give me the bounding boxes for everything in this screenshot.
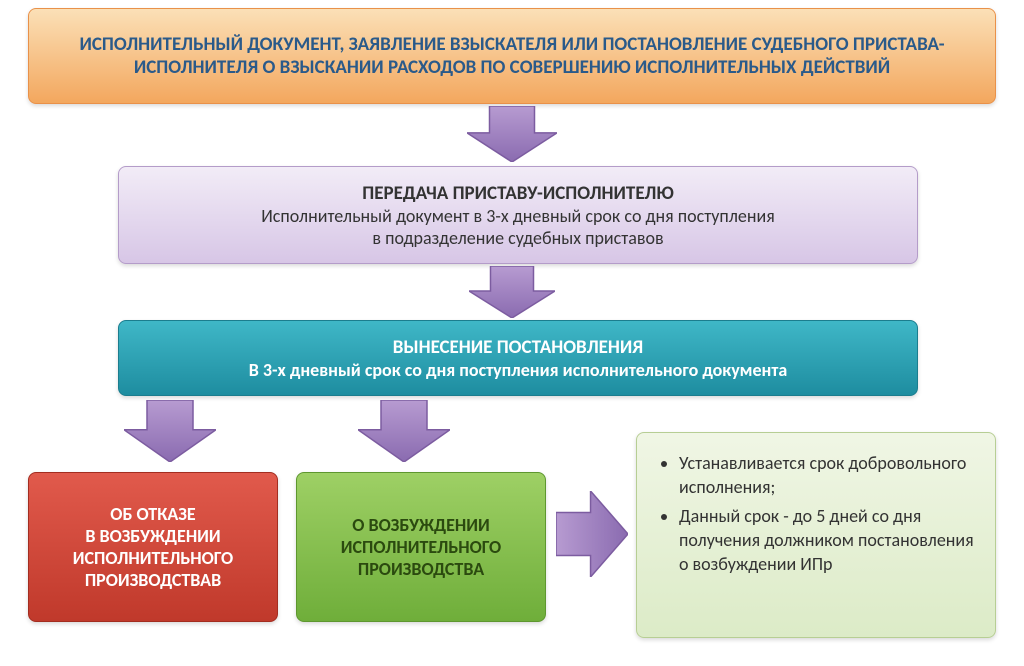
node-transfer: ПЕРЕДАЧА ПРИСТАВУ-ИСПОЛНИТЕЛЮ Исполнител… bbox=[118, 166, 918, 264]
arrow-right-icon bbox=[556, 491, 628, 577]
node-refuse-l1: ОБ ОТКАЗЕ bbox=[47, 503, 259, 525]
node-initiate-l1: О ВОЗБУЖДЕНИИ bbox=[315, 514, 527, 536]
details-bullet1: Устанавливается срок добровольного испол… bbox=[679, 451, 977, 500]
node-transfer-title: ПЕРЕДАЧА ПРИСТАВУ-ИСПОЛНИТЕЛЮ bbox=[137, 182, 899, 205]
node-transfer-line1: Исполнительный документ в 3-х дневный ср… bbox=[137, 205, 899, 227]
arrow-down-icon bbox=[469, 266, 555, 318]
details-list: Устанавливается срок добровольного испол… bbox=[655, 451, 977, 580]
arrow-down-icon bbox=[124, 400, 216, 462]
node-refuse: ОБ ОТКАЗЕ В ВОЗБУЖДЕНИИ ИСПОЛНИТЕЛЬНОГО … bbox=[28, 472, 278, 622]
node-initiate-l3: ПРОИЗВОДСТВА bbox=[315, 558, 527, 580]
node-refuse-l2: В ВОЗБУЖДЕНИИ bbox=[47, 525, 259, 547]
node-decree: ВЫНЕСЕНИЕ ПОСТАНОВЛЕНИЯ В 3-х дневный ср… bbox=[118, 320, 918, 396]
node-refuse-l4: ПРОИЗВОДСТВАВ bbox=[47, 569, 259, 591]
node-decree-line1: В 3-х дневный срок со дня поступления ис… bbox=[137, 359, 899, 381]
node-top: ИСПОЛНИТЕЛЬНЫЙ ДОКУМЕНТ, ЗАЯВЛЕНИЕ ВЗЫСК… bbox=[28, 8, 996, 104]
node-transfer-line2: в подразделение судебных приставов bbox=[137, 227, 899, 249]
node-initiate-l2: ИСПОЛНИТЕЛЬНОГО bbox=[315, 536, 527, 558]
arrow-down-icon bbox=[467, 106, 557, 162]
details-bullet2: Данный срок - до 5 дней со дня получения… bbox=[679, 504, 977, 577]
node-top-text: ИСПОЛНИТЕЛЬНЫЙ ДОКУМЕНТ, ЗАЯВЛЕНИЕ ВЗЫСК… bbox=[47, 33, 977, 79]
arrow-down-icon bbox=[358, 400, 450, 462]
node-refuse-l3: ИСПОЛНИТЕЛЬНОГО bbox=[47, 547, 259, 569]
node-decree-title: ВЫНЕСЕНИЕ ПОСТАНОВЛЕНИЯ bbox=[137, 336, 899, 359]
node-initiate: О ВОЗБУЖДЕНИИ ИСПОЛНИТЕЛЬНОГО ПРОИЗВОДСТ… bbox=[296, 472, 546, 622]
node-details: Устанавливается срок добровольного испол… bbox=[636, 432, 996, 638]
